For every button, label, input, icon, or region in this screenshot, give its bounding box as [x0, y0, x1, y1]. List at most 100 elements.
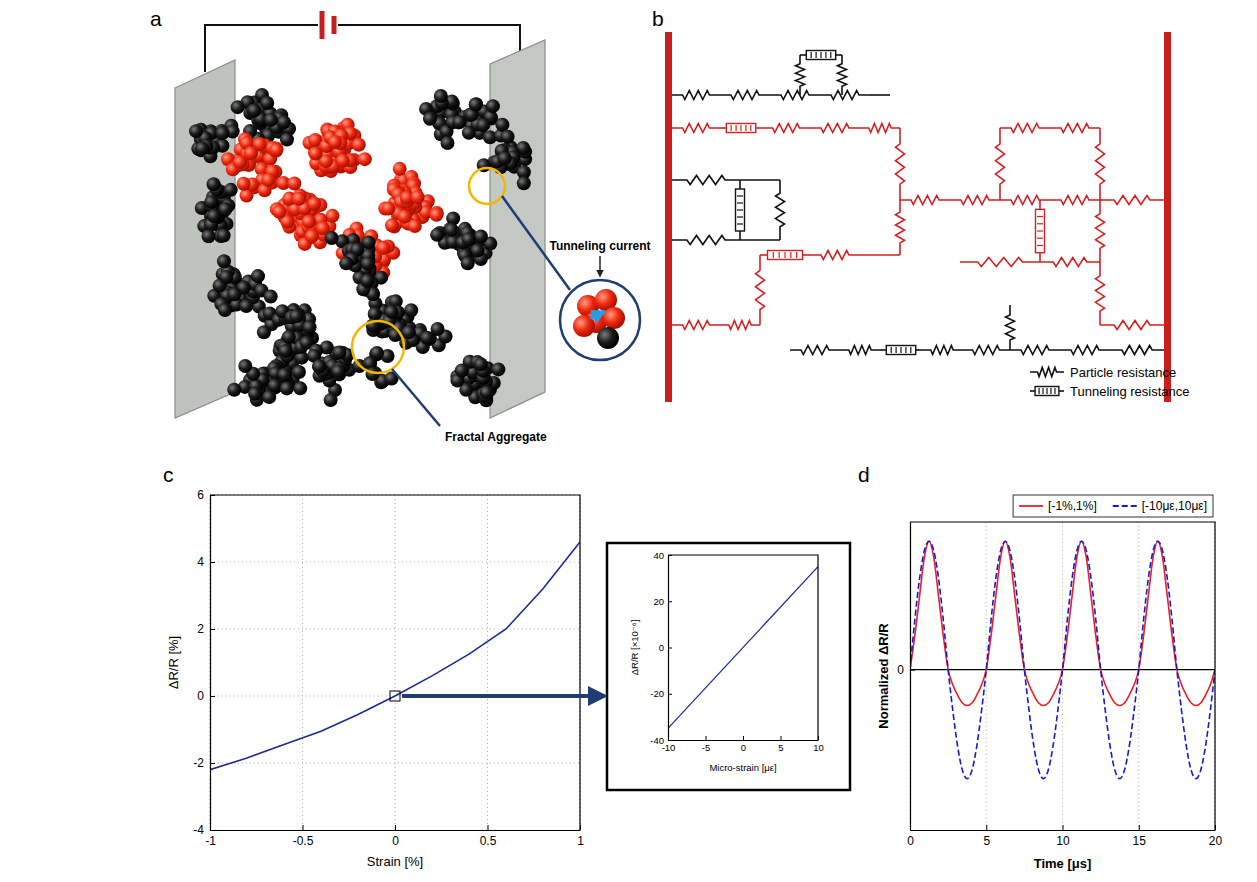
grid-line [487, 495, 488, 830]
tick: 1 [577, 825, 584, 848]
particle-red [381, 202, 395, 216]
resistor [810, 251, 860, 260]
plot-frame [668, 555, 818, 740]
tunneling-hatch [1050, 388, 1051, 394]
wire [740, 179, 780, 181]
particle-black [444, 223, 458, 237]
grid-line [210, 495, 211, 830]
electrode-bar [665, 32, 672, 402]
tick-mark [580, 825, 581, 830]
tunneling-hatch [1037, 216, 1043, 217]
tick-mark [706, 736, 707, 740]
tunneling-hatch [779, 252, 780, 258]
tunneling-hatch [750, 125, 751, 131]
y-axis: -4-20246 [193, 488, 215, 837]
y-axis: 0 [897, 523, 915, 831]
tunneling-hatch [905, 347, 906, 353]
particle-red [393, 162, 407, 176]
particle-black [332, 345, 346, 359]
particle-black [324, 393, 338, 407]
particle-black [248, 387, 262, 401]
particle-black [462, 232, 476, 246]
battery-plate [320, 11, 325, 39]
grid [210, 495, 580, 830]
resistor [672, 91, 720, 100]
particle-black [204, 195, 218, 209]
resistor [1100, 196, 1164, 205]
tick-label: 20 [1209, 834, 1223, 848]
annotation-connector [392, 369, 440, 426]
resistor [776, 180, 785, 240]
wire [800, 54, 806, 56]
tick: 5 [983, 825, 990, 848]
resistor [720, 321, 760, 330]
wire [860, 254, 900, 256]
wire [1039, 200, 1041, 209]
tunneling-hatch [735, 125, 736, 131]
tick-mark [668, 648, 672, 649]
particle-black [501, 130, 515, 144]
tunneling-hatch [1038, 388, 1039, 394]
particle-red [305, 229, 319, 243]
particle-black [462, 126, 476, 140]
resistor [790, 346, 840, 355]
tick: 0.5 [480, 825, 497, 848]
particle-black [260, 96, 274, 110]
tunneling-resistor [1035, 387, 1059, 396]
tunneling-hatch [1037, 223, 1043, 224]
tick: 10 [813, 736, 824, 753]
tick-mark [488, 825, 489, 830]
resistor [1050, 124, 1100, 133]
tick: 5 [778, 736, 783, 753]
particle-red [430, 208, 444, 222]
tick-mark [1215, 825, 1216, 830]
particle-black [217, 228, 231, 242]
particle-black [231, 100, 245, 114]
particle-black [455, 363, 469, 377]
panel-a: aTunneling currentFractal Aggregate [150, 7, 651, 444]
tunneling-hatch [737, 216, 743, 217]
tunneling-hatch [825, 52, 826, 58]
resistor [950, 196, 1000, 205]
resistor [900, 196, 950, 205]
tick-label: 5 [983, 834, 990, 848]
resistor [672, 124, 720, 133]
tick: 2 [197, 622, 215, 636]
wire [916, 349, 922, 351]
tick-mark [910, 670, 915, 671]
data-line [910, 541, 1215, 705]
battery-plate [332, 16, 337, 34]
wire [338, 25, 520, 52]
particle-black [368, 307, 382, 321]
tick: 6 [197, 488, 215, 502]
legend-frame [1013, 495, 1213, 517]
panel-b: bParticle resistanceTunneling resistance [652, 7, 1189, 402]
zoom-content [573, 289, 625, 349]
x-axis-title: Micro-strain [με] [709, 762, 776, 773]
tick-label: 0.5 [480, 834, 497, 848]
figure: aTunneling currentFractal AggregatebPart… [0, 0, 1257, 882]
particle-black [217, 254, 231, 268]
particle-red [269, 144, 283, 158]
x-axis: 05101520 [907, 825, 1222, 848]
particle-black [495, 118, 509, 132]
tunneling-arrow [590, 312, 604, 318]
tick-label: -4 [193, 823, 204, 837]
particle-black [491, 362, 505, 376]
particle-black [597, 327, 619, 349]
particle-black [239, 299, 253, 313]
particle-red [336, 154, 350, 168]
particle-black [289, 309, 303, 323]
tunneling-hatch [1037, 238, 1043, 239]
wire [760, 254, 768, 256]
legend-swatch [1113, 505, 1137, 507]
resistor [922, 346, 962, 355]
x-axis: -1-0.500.51 [205, 825, 584, 848]
annotation-arrow [599, 256, 601, 276]
particle-red [307, 197, 321, 211]
y-axis-title: ΔR/R [×10⁻⁶] [629, 620, 640, 676]
tunneling-hatch [811, 52, 812, 58]
tunneling-hatch [737, 195, 743, 196]
grid-line [395, 495, 396, 830]
particle-black [312, 360, 326, 374]
